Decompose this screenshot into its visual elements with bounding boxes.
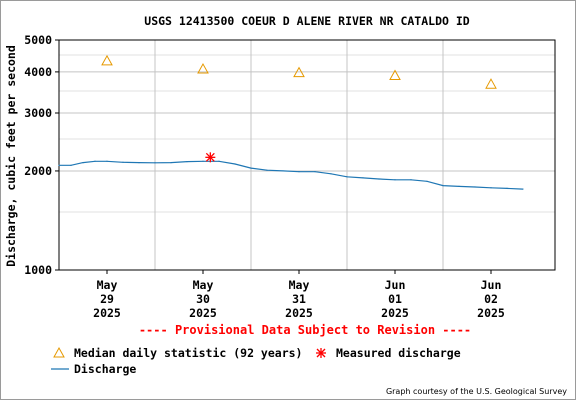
discharge-point [426,180,428,182]
x-tick-label-day: 02 [484,292,498,306]
credit-text: Graph courtesy of the U.S. Geological Su… [386,387,567,396]
discharge-point [122,161,124,163]
discharge-point [410,179,412,181]
discharge-point [170,162,172,164]
x-axis-ticks: May292025May302025May312025Jun012025Jun0… [93,270,505,320]
x-tick-label-year: 2025 [381,306,409,320]
x-tick-label-year: 2025 [189,306,217,320]
x-tick-label-month: May [97,278,118,292]
discharge-point [70,164,72,166]
median-marker [101,54,113,66]
y-tick-label: 3000 [24,106,52,120]
discharge-point [330,173,332,175]
y-tick-label: 1000 [24,263,52,277]
measured-marker [205,152,216,163]
chart-title: USGS 12413500 COEUR D ALENE RIVER NR CAT… [144,14,469,28]
y-tick-label: 4000 [24,65,52,79]
x-tick-label-year: 2025 [93,306,121,320]
discharge-point [282,170,284,172]
discharge-point [106,160,108,162]
discharge-point [202,160,204,162]
x-tick-label-year: 2025 [285,306,313,320]
legend: Median daily statistic (92 years) Measure… [51,346,461,376]
legend-label: Median daily statistic (92 years) [74,346,302,360]
legend-triangle-icon [53,346,65,358]
discharge-point [250,167,252,169]
x-tick-label-month: Jun [481,278,502,292]
y-tick-label: 2000 [24,164,52,178]
discharge-point [506,187,508,190]
discharge-point [94,160,96,162]
discharge-point [266,169,268,171]
discharge-point [58,164,60,166]
plot-area [58,39,556,271]
discharge-point [186,161,188,163]
discharge-point [314,171,316,173]
median-marker [389,69,401,81]
legend-label: Discharge [74,362,136,376]
x-tick-label-year: 2025 [477,306,505,320]
discharge-point [378,178,380,180]
legend-label: Measured discharge [336,346,461,360]
discharge-point [490,187,492,189]
discharge-point [474,186,476,188]
discharge-point [82,162,84,164]
legend-star-stroke [316,348,326,358]
provisional-annotation: ---- Provisional Data Subject to Revisio… [139,323,471,337]
x-tick-label-day: 30 [196,292,210,306]
measured-marker-stroke [205,152,215,162]
discharge-point [362,177,364,179]
x-tick-label-day: 01 [388,292,402,306]
discharge-point [394,179,396,181]
x-tick-label-month: May [289,278,310,292]
x-tick-label-month: Jun [385,278,406,292]
median-marker [485,78,497,89]
discharge-point [458,185,460,187]
discharge-point [234,163,236,165]
legend-star-icon [316,348,326,358]
discharge-point [218,160,220,162]
y-axis-ticks: 1000 2000 3000 4000 5000 [24,33,59,277]
discharge-point [154,162,156,164]
discharge-point [442,185,444,187]
y-tick-label: 5000 [24,33,52,47]
median-marker [197,63,209,74]
x-tick-label-day: 31 [292,292,306,306]
discharge-point [298,171,300,173]
x-tick-label-month: May [193,278,214,292]
discharge-point [346,176,348,178]
series-layer [58,54,524,190]
discharge-line [59,160,524,190]
grid [59,39,555,271]
discharge-point [522,188,524,190]
discharge-point [138,162,140,164]
median-marker [293,66,305,78]
y-axis-label: Discharge, cubic feet per second [4,45,18,267]
x-tick-label-day: 29 [100,292,114,306]
